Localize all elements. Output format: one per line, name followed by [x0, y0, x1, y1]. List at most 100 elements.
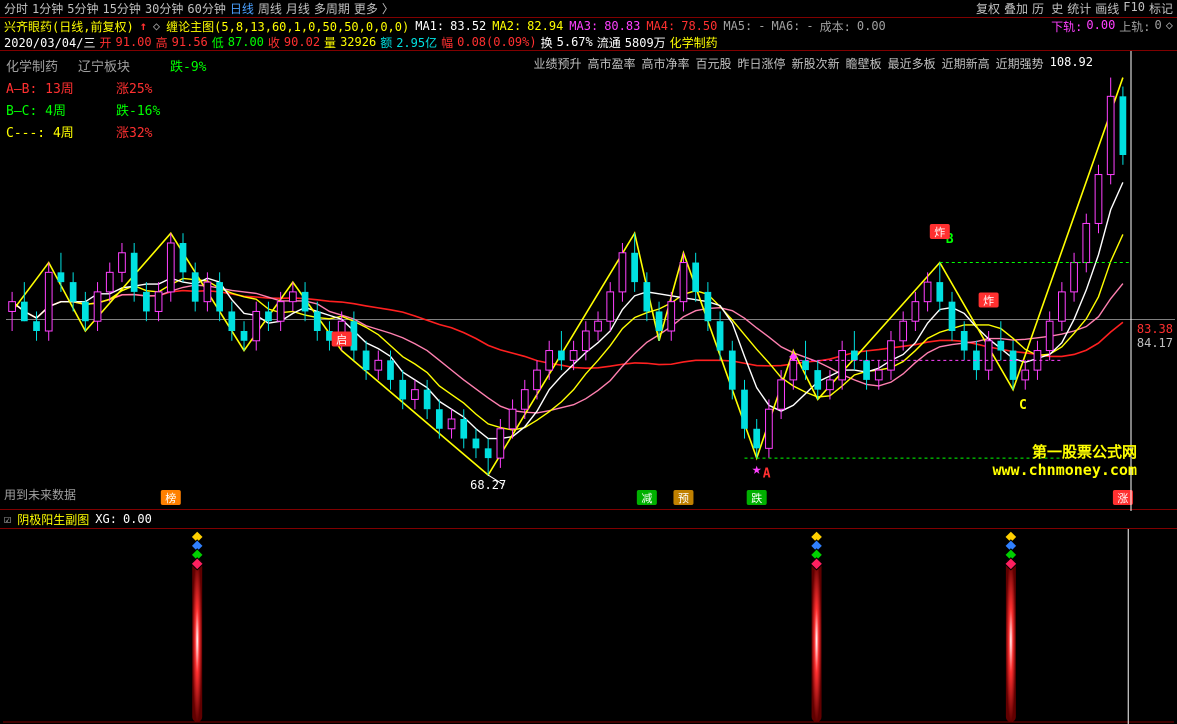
filter-item[interactable]: 近期强势: [996, 55, 1044, 72]
ma3-value: 80.83: [604, 19, 640, 33]
upper-value: 0: [1155, 18, 1162, 35]
filter-row: 业绩预升高市盈率高市净率百元股昨日涨停新股次新瞻壁板最近多板近期新高近期强势 10…: [533, 55, 1093, 72]
diamond-icon: ◇: [1166, 18, 1173, 35]
lower-label: 下轨:: [1051, 18, 1082, 35]
sub-chart-svg: [0, 529, 1177, 724]
high-value: 91.56: [172, 35, 208, 49]
svg-text:启: 启: [336, 334, 347, 347]
tf-15m[interactable]: 15分钟: [102, 0, 140, 17]
svg-text:涨: 涨: [1117, 492, 1128, 505]
svg-text:★: ★: [752, 459, 762, 478]
menu-history[interactable]: 历 史: [1032, 0, 1063, 17]
wave-row-label: C---: 4周: [6, 123, 96, 145]
wave-row-label: A—B: 13周: [6, 79, 96, 101]
float-label: 流通: [597, 34, 621, 51]
menu-draw[interactable]: 画线: [1095, 0, 1119, 17]
svg-text:68.27: 68.27: [470, 478, 506, 492]
future-data-label: 用到未来数据: [4, 486, 76, 503]
vol-label: 量: [324, 34, 336, 51]
turn-value: 5.67%: [557, 35, 593, 49]
wave-row-value: 跌-16%: [116, 101, 160, 123]
tf-30m[interactable]: 30分钟: [145, 0, 183, 17]
filter-item[interactable]: 高市盈率: [588, 55, 636, 72]
svg-text:84.17: 84.17: [1137, 336, 1173, 350]
legend-sector: 化学制药: [6, 57, 58, 79]
filter-item[interactable]: 高市净率: [642, 55, 690, 72]
timeframe-bar: 分时 1分钟 5分钟 15分钟 30分钟 60分钟 日线 周线 月线 多周期 更…: [0, 0, 1177, 18]
sub-chart[interactable]: [0, 528, 1177, 724]
ma5-value: -: [758, 19, 765, 33]
svg-text:炸: 炸: [983, 294, 994, 307]
high-label: 高: [156, 34, 168, 51]
svg-text:A: A: [763, 467, 771, 482]
filter-item[interactable]: 昨日涨停: [738, 55, 786, 72]
filter-item[interactable]: 新股次新: [792, 55, 840, 72]
sector-value: 化学制药: [670, 34, 718, 51]
svg-text:榜: 榜: [165, 491, 176, 505]
cost-value: 0.00: [857, 19, 886, 33]
tf-60m[interactable]: 60分钟: [187, 0, 225, 17]
ma2-value: 82.94: [527, 19, 563, 33]
upper-label: 上轨:: [1119, 18, 1150, 35]
amt-value: 2.95亿: [396, 34, 437, 51]
open-label: 开: [99, 34, 111, 51]
checkbox-icon[interactable]: ☑: [4, 512, 11, 526]
menu-f10[interactable]: F10: [1123, 0, 1145, 17]
ma2-label: MA2:: [492, 19, 521, 33]
menu-fuquan[interactable]: 复权: [976, 0, 1000, 17]
filter-item[interactable]: 瞻壁板: [846, 55, 882, 72]
tf-5m[interactable]: 5分钟: [67, 0, 98, 17]
stock-name: 兴齐眼药(日线,前复权): [4, 18, 134, 35]
menu-mark[interactable]: 标记: [1149, 0, 1173, 17]
tf-weekly[interactable]: 周线: [258, 0, 282, 17]
filter-item[interactable]: 最近多板: [888, 55, 936, 72]
chg-label: 幅: [441, 34, 453, 51]
ma1-label: MA1:: [415, 19, 444, 33]
close-label: 收: [268, 34, 280, 51]
sub-title: 阴极阳生副图: [17, 511, 89, 528]
open-value: 91.00: [116, 35, 152, 49]
chg-value: 0.08(0.09%): [457, 35, 536, 49]
menu-stats[interactable]: 统计: [1067, 0, 1091, 17]
main-chart[interactable]: 68.27ABC★◆榜启减预跌炸炸涨83.3884.17 化学制药 辽宁板块 跌…: [0, 50, 1177, 510]
tf-monthly[interactable]: 月线: [286, 0, 310, 17]
ma1-value: 83.52: [450, 19, 486, 33]
watermark-line2: www.chnmoney.com: [993, 461, 1138, 479]
legend-header-pct: 跌-9%: [170, 57, 206, 79]
ma5-label: MA5:: [723, 19, 752, 33]
lower-value: 0.00: [1086, 18, 1115, 35]
turn-label: 换: [541, 34, 553, 51]
chevron-right-icon: 〉: [382, 0, 394, 17]
ma4-label: MA4:: [646, 19, 675, 33]
ma3-label: MA3:: [569, 19, 598, 33]
diamond-icon: ◇: [153, 19, 160, 33]
filter-item[interactable]: 业绩预升: [533, 55, 581, 72]
float-value: 5809万: [625, 34, 666, 51]
tf-1m[interactable]: 1分钟: [32, 0, 63, 17]
wave-row-value: 涨25%: [116, 79, 152, 101]
low-label: 低: [212, 34, 224, 51]
indicator-name: 缠论主图(5,8,13,60,1,0,50,50,0,0,0): [166, 18, 409, 35]
svg-text:跌: 跌: [751, 491, 762, 505]
high-price-label: 108.92: [1050, 55, 1093, 72]
tf-daily[interactable]: 日线: [230, 0, 254, 17]
tf-multi[interactable]: 多周期: [314, 0, 350, 17]
menu-overlay[interactable]: 叠加: [1004, 0, 1028, 17]
amt-label: 额: [380, 34, 392, 51]
tf-realtime[interactable]: 分时: [4, 0, 28, 17]
ma6-label: MA6:: [772, 19, 801, 33]
cost-label: 成本:: [820, 18, 851, 35]
svg-text:预: 预: [678, 492, 689, 505]
ma6-value: -: [806, 19, 813, 33]
xg-label: XG:: [95, 512, 117, 526]
wave-legend: 化学制药 辽宁板块 跌-9% A—B: 13周涨25%B—C: 4周跌-16%C…: [6, 57, 207, 145]
tf-more[interactable]: 更多: [354, 0, 378, 17]
indicator-info-line: 兴齐眼药(日线,前复权) ↑ ◇ 缠论主图(5,8,13,60,1,0,50,5…: [0, 18, 1177, 34]
filter-item[interactable]: 百元股: [696, 55, 732, 72]
filter-item[interactable]: 近期新高: [942, 55, 990, 72]
wave-row-value: 涨32%: [116, 123, 152, 145]
vol-value: 32926: [340, 35, 376, 49]
ohlc-line: 2020/03/04/三 开 91.00 高 91.56 低 87.00 收 9…: [0, 34, 1177, 50]
close-value: 90.02: [284, 35, 320, 49]
watermark-line1: 第一股票公式网: [993, 443, 1138, 461]
